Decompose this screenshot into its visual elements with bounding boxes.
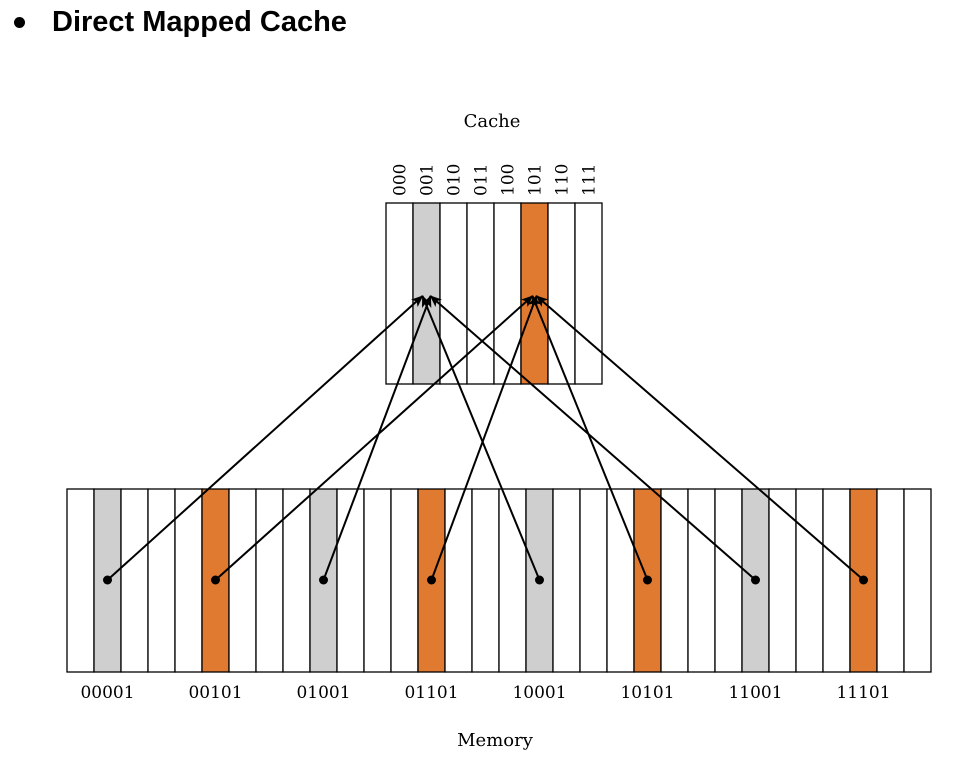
mapping-arrow [535,295,865,581]
memory-address-label: 11101 [836,683,890,703]
memory-address-label: 10001 [512,683,566,703]
cache-index-label: 000 [391,164,411,196]
cache-line-011 [466,202,495,385]
mapping-source-dot [751,575,760,585]
memory-block [363,488,392,673]
mapping-arrow [106,295,424,581]
memory-block [498,488,527,673]
memory-block [309,488,338,673]
memory-block [822,488,851,673]
mapping-arrow [214,295,534,581]
memory-labels: 00001 00101 01001 01101 10001 10101 11001 11101 [80,683,890,703]
memory-title: Memory [457,730,534,751]
cache-line-001 [412,202,441,385]
mapping-source-dot [643,575,652,585]
memory-block [66,488,95,673]
memory-block [903,488,932,673]
bullet-icon [14,16,25,28]
memory-block [120,488,149,673]
cache-line-111 [574,202,603,385]
cache-index-label: 101 [526,164,546,196]
memory-address-label: 00101 [188,683,242,703]
memory-block [390,488,419,673]
memory-block [606,488,635,673]
memory-block [876,488,905,673]
cache-title: Cache [464,111,521,132]
mapping-source-dot [427,575,436,585]
mapping-arrow [322,295,432,581]
cache-index-labels: 000 001 010 011 100 101 110 111 [391,164,600,196]
memory-address-label: 00001 [80,683,134,703]
mapping-arrow [430,295,538,581]
mapping-source-dot [535,575,544,585]
memory-block [228,488,257,673]
memory-block [795,488,824,673]
cache-index-label: 110 [553,164,573,196]
memory-block [687,488,716,673]
memory-block [768,488,797,673]
memory-block [147,488,176,673]
mapping-source-dot [211,575,220,585]
cache-index-label: 001 [418,164,438,196]
memory [66,488,932,673]
memory-block [336,488,365,673]
cache-line-010 [439,202,468,385]
mapping-arrow [421,295,541,581]
mapping-source-dot [859,575,868,585]
memory-address-label: 10101 [620,683,674,703]
cache-line-100 [493,202,522,385]
mapping-source-dot [103,575,112,585]
cache-index-label: 111 [580,164,600,196]
heading-line: Direct Mapped Cache [10,2,347,42]
mapping-arrow [531,295,649,581]
mapping-arrow [429,295,757,581]
cache [385,202,603,385]
cache-index-label: 010 [445,164,465,196]
cache-index-label: 011 [472,164,492,196]
memory-block [444,488,473,673]
memory-address-label: 01001 [296,683,350,703]
cache-index-label: 100 [499,164,519,196]
memory-address-label: 11001 [728,683,782,703]
mapping-source-dot [319,575,328,585]
page-title: Direct Mapped Cache [52,5,347,38]
memory-block [552,488,581,673]
memory-block [579,488,608,673]
memory-block [255,488,284,673]
memory-block [471,488,500,673]
memory-block [714,488,743,673]
memory-block [282,488,311,673]
cache-line-000 [385,202,414,385]
cache-line-101 [520,202,549,385]
memory-address-label: 01101 [404,683,458,703]
mapping-arrows [103,295,868,585]
cache-line-110 [547,202,576,385]
